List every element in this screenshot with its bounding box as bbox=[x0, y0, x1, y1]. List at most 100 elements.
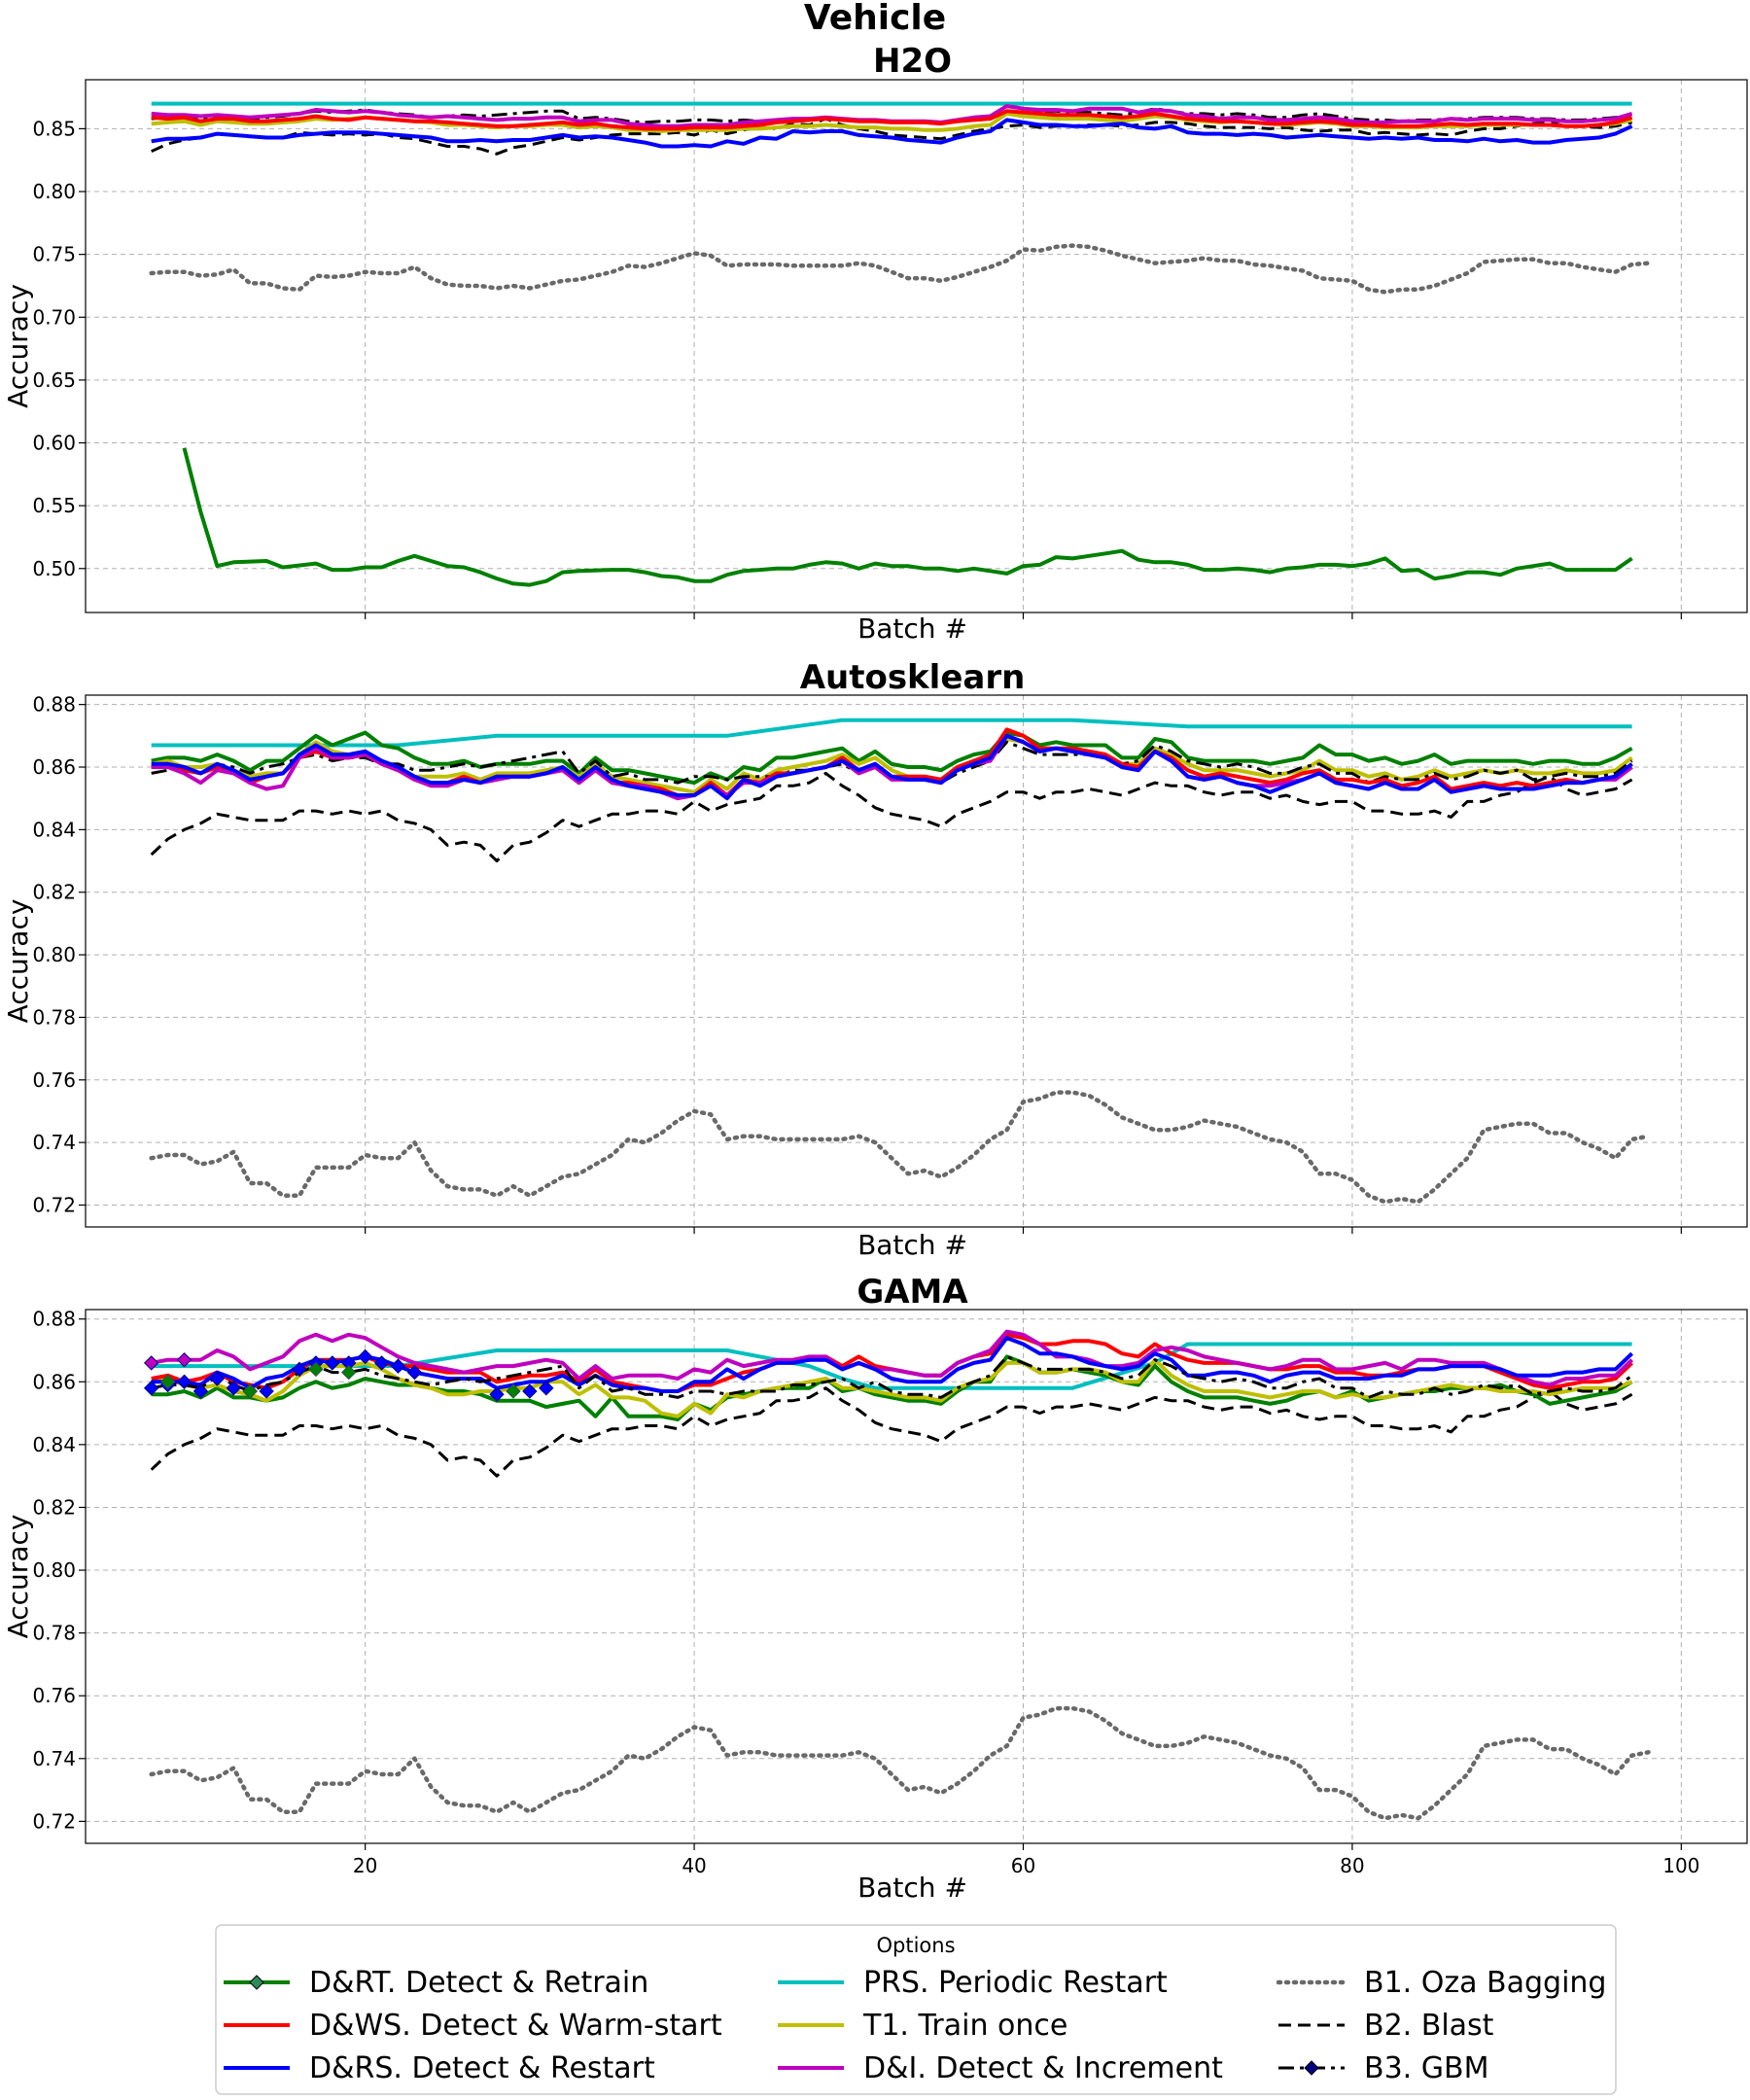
marker-drs bbox=[292, 1361, 307, 1378]
legend-label: B2. Blast bbox=[1364, 2009, 1494, 2043]
y-tick-label: 0.80 bbox=[32, 1558, 76, 1582]
series-group bbox=[149, 718, 1651, 1205]
series-line-b1 bbox=[149, 1705, 1651, 1821]
marker-drs bbox=[406, 1364, 423, 1381]
grid bbox=[86, 1310, 1747, 1843]
y-axis-label: Accuracy bbox=[2, 284, 34, 408]
marker-drt bbox=[506, 1383, 521, 1399]
marker-di bbox=[176, 1351, 192, 1368]
series-group bbox=[149, 101, 1651, 587]
legend-frame bbox=[215, 1924, 1617, 2095]
marker-drt bbox=[242, 1383, 258, 1399]
legend-label: D&WS. Detect & Warm-start bbox=[309, 2009, 722, 2043]
marker-drt bbox=[159, 1374, 176, 1389]
y-tick-label: 0.84 bbox=[32, 1433, 76, 1456]
marker-drs bbox=[325, 1355, 340, 1371]
y-tick-label: 0.76 bbox=[32, 1684, 76, 1707]
series-line-drt bbox=[182, 447, 1633, 587]
legend-label: T1. Train once bbox=[862, 2009, 1068, 2043]
legend-items: D&RT. Detect & Retrain D&WS. Detect & War… bbox=[224, 1966, 1606, 2085]
series-line-b1 bbox=[149, 1090, 1651, 1205]
legend-title: Options bbox=[876, 1934, 955, 1957]
y-tick-label: 0.84 bbox=[32, 818, 76, 841]
legend: Options D&RT. Detect & Retrain D&WS. Dete… bbox=[215, 1924, 1617, 2095]
legend-item-prs: PRS. Periodic Restart bbox=[778, 1966, 1168, 2000]
y-tick-label: 0.65 bbox=[32, 368, 76, 392]
axes-frame bbox=[85, 1309, 1748, 1844]
marker-drs bbox=[357, 1348, 373, 1365]
y-tick-label: 0.86 bbox=[32, 1370, 76, 1393]
legend-label: PRS. Periodic Restart bbox=[863, 1966, 1168, 2000]
y-tick-label: 0.82 bbox=[32, 1495, 76, 1519]
axes-frame bbox=[85, 694, 1748, 1228]
x-tick-label: 60 bbox=[1011, 1854, 1035, 1877]
legend-label: D&RT. Detect & Retrain bbox=[309, 1966, 648, 2000]
series-line-b1 bbox=[149, 243, 1651, 295]
legend-item-drs: D&RS. Detect & Restart bbox=[224, 2051, 655, 2085]
axes-frame bbox=[85, 79, 1748, 613]
y-tick-label: 0.74 bbox=[32, 1747, 76, 1770]
y-tick-label: 0.72 bbox=[32, 1193, 76, 1216]
y-tick-label: 0.88 bbox=[32, 693, 76, 717]
legend-item-b3: B3. GBM bbox=[1278, 2051, 1488, 2085]
legend-item-b2: B2. Blast bbox=[1278, 2009, 1494, 2043]
legend-label: B1. Oza Bagging bbox=[1364, 1966, 1606, 2000]
y-tick-label: 0.82 bbox=[32, 881, 76, 904]
x-axis-label: Batch # bbox=[858, 612, 967, 645]
marker-drt bbox=[308, 1361, 324, 1378]
subplot-h2o: 0.50 0.55 0.60 0.65 0.70 0.75 0.80 0.85 H2O Batch… bbox=[2, 42, 1748, 645]
marker-drs bbox=[390, 1358, 406, 1374]
series-line-b2 bbox=[150, 771, 1633, 862]
legend-marker bbox=[1304, 2060, 1319, 2076]
subplot-title: GAMA bbox=[857, 1273, 968, 1312]
y-axis-label: Accuracy bbox=[2, 899, 34, 1024]
series-line-b3 bbox=[151, 1354, 1633, 1399]
marker-drs bbox=[143, 1381, 159, 1396]
y-tick-label: 0.74 bbox=[32, 1131, 76, 1154]
subplot-gama: 20 40 60 80 100 0.72 0.74 0.76 0.78 0.80 0.82 0.84 0… bbox=[2, 1273, 1748, 1904]
marker-drs bbox=[489, 1386, 505, 1402]
x-tick-label: 80 bbox=[1340, 1854, 1364, 1877]
series-line-drs bbox=[151, 733, 1633, 801]
y-tick-label: 0.86 bbox=[32, 755, 76, 779]
y-tick-label: 0.88 bbox=[32, 1308, 76, 1331]
marker-di bbox=[143, 1355, 159, 1371]
y-tick-label: 0.60 bbox=[32, 432, 76, 455]
y-tick-label: 0.76 bbox=[32, 1068, 76, 1092]
marker-drs bbox=[539, 1381, 554, 1396]
series-line-dws bbox=[151, 109, 1633, 131]
y-tick-label: 0.55 bbox=[32, 494, 76, 517]
series-line-di bbox=[151, 1329, 1633, 1387]
series-line-drs bbox=[151, 118, 1633, 149]
marker-drs bbox=[226, 1381, 241, 1396]
series-line-drt bbox=[151, 730, 1633, 786]
figure-suptitle: Vehicle bbox=[804, 0, 946, 38]
grid bbox=[86, 80, 1747, 612]
legend-item-drt: D&RT. Detect & Retrain bbox=[224, 1966, 648, 2000]
y-tick-label: 0.80 bbox=[32, 943, 76, 966]
x-tick-label: 100 bbox=[1662, 1854, 1699, 1877]
legend-item-dws: D&WS. Detect & Warm-start bbox=[224, 2009, 722, 2043]
marker-drs bbox=[209, 1371, 226, 1386]
marker-drt bbox=[341, 1364, 357, 1381]
subplots: 0.50 0.55 0.60 0.65 0.70 0.75 0.80 0.85 H2O Batch… bbox=[2, 42, 1748, 1904]
series-line-prs bbox=[151, 718, 1632, 748]
y-tick-label: 0.78 bbox=[32, 1005, 76, 1029]
legend-label: B3. GBM bbox=[1364, 2051, 1488, 2085]
y-tick-label: 0.80 bbox=[32, 180, 76, 203]
y-tick-label: 0.85 bbox=[32, 117, 76, 140]
legend-item-di: D&I. Detect & Increment bbox=[778, 2051, 1223, 2085]
y-tick-label: 0.78 bbox=[32, 1622, 76, 1645]
y-tick-label: 0.72 bbox=[32, 1809, 76, 1833]
y-tick-label: 0.50 bbox=[32, 557, 76, 580]
subplot-title: Autosklearn bbox=[800, 658, 1026, 697]
y-axis-label: Accuracy bbox=[2, 1515, 34, 1639]
x-axis-label: Batch # bbox=[858, 1872, 967, 1904]
y-tick-label: 0.75 bbox=[32, 243, 76, 266]
x-tick-label: 20 bbox=[353, 1854, 377, 1877]
marker-drs bbox=[259, 1383, 274, 1399]
marker-drs bbox=[176, 1374, 192, 1389]
legend-item-b1: B1. Oza Bagging bbox=[1276, 1966, 1606, 2000]
